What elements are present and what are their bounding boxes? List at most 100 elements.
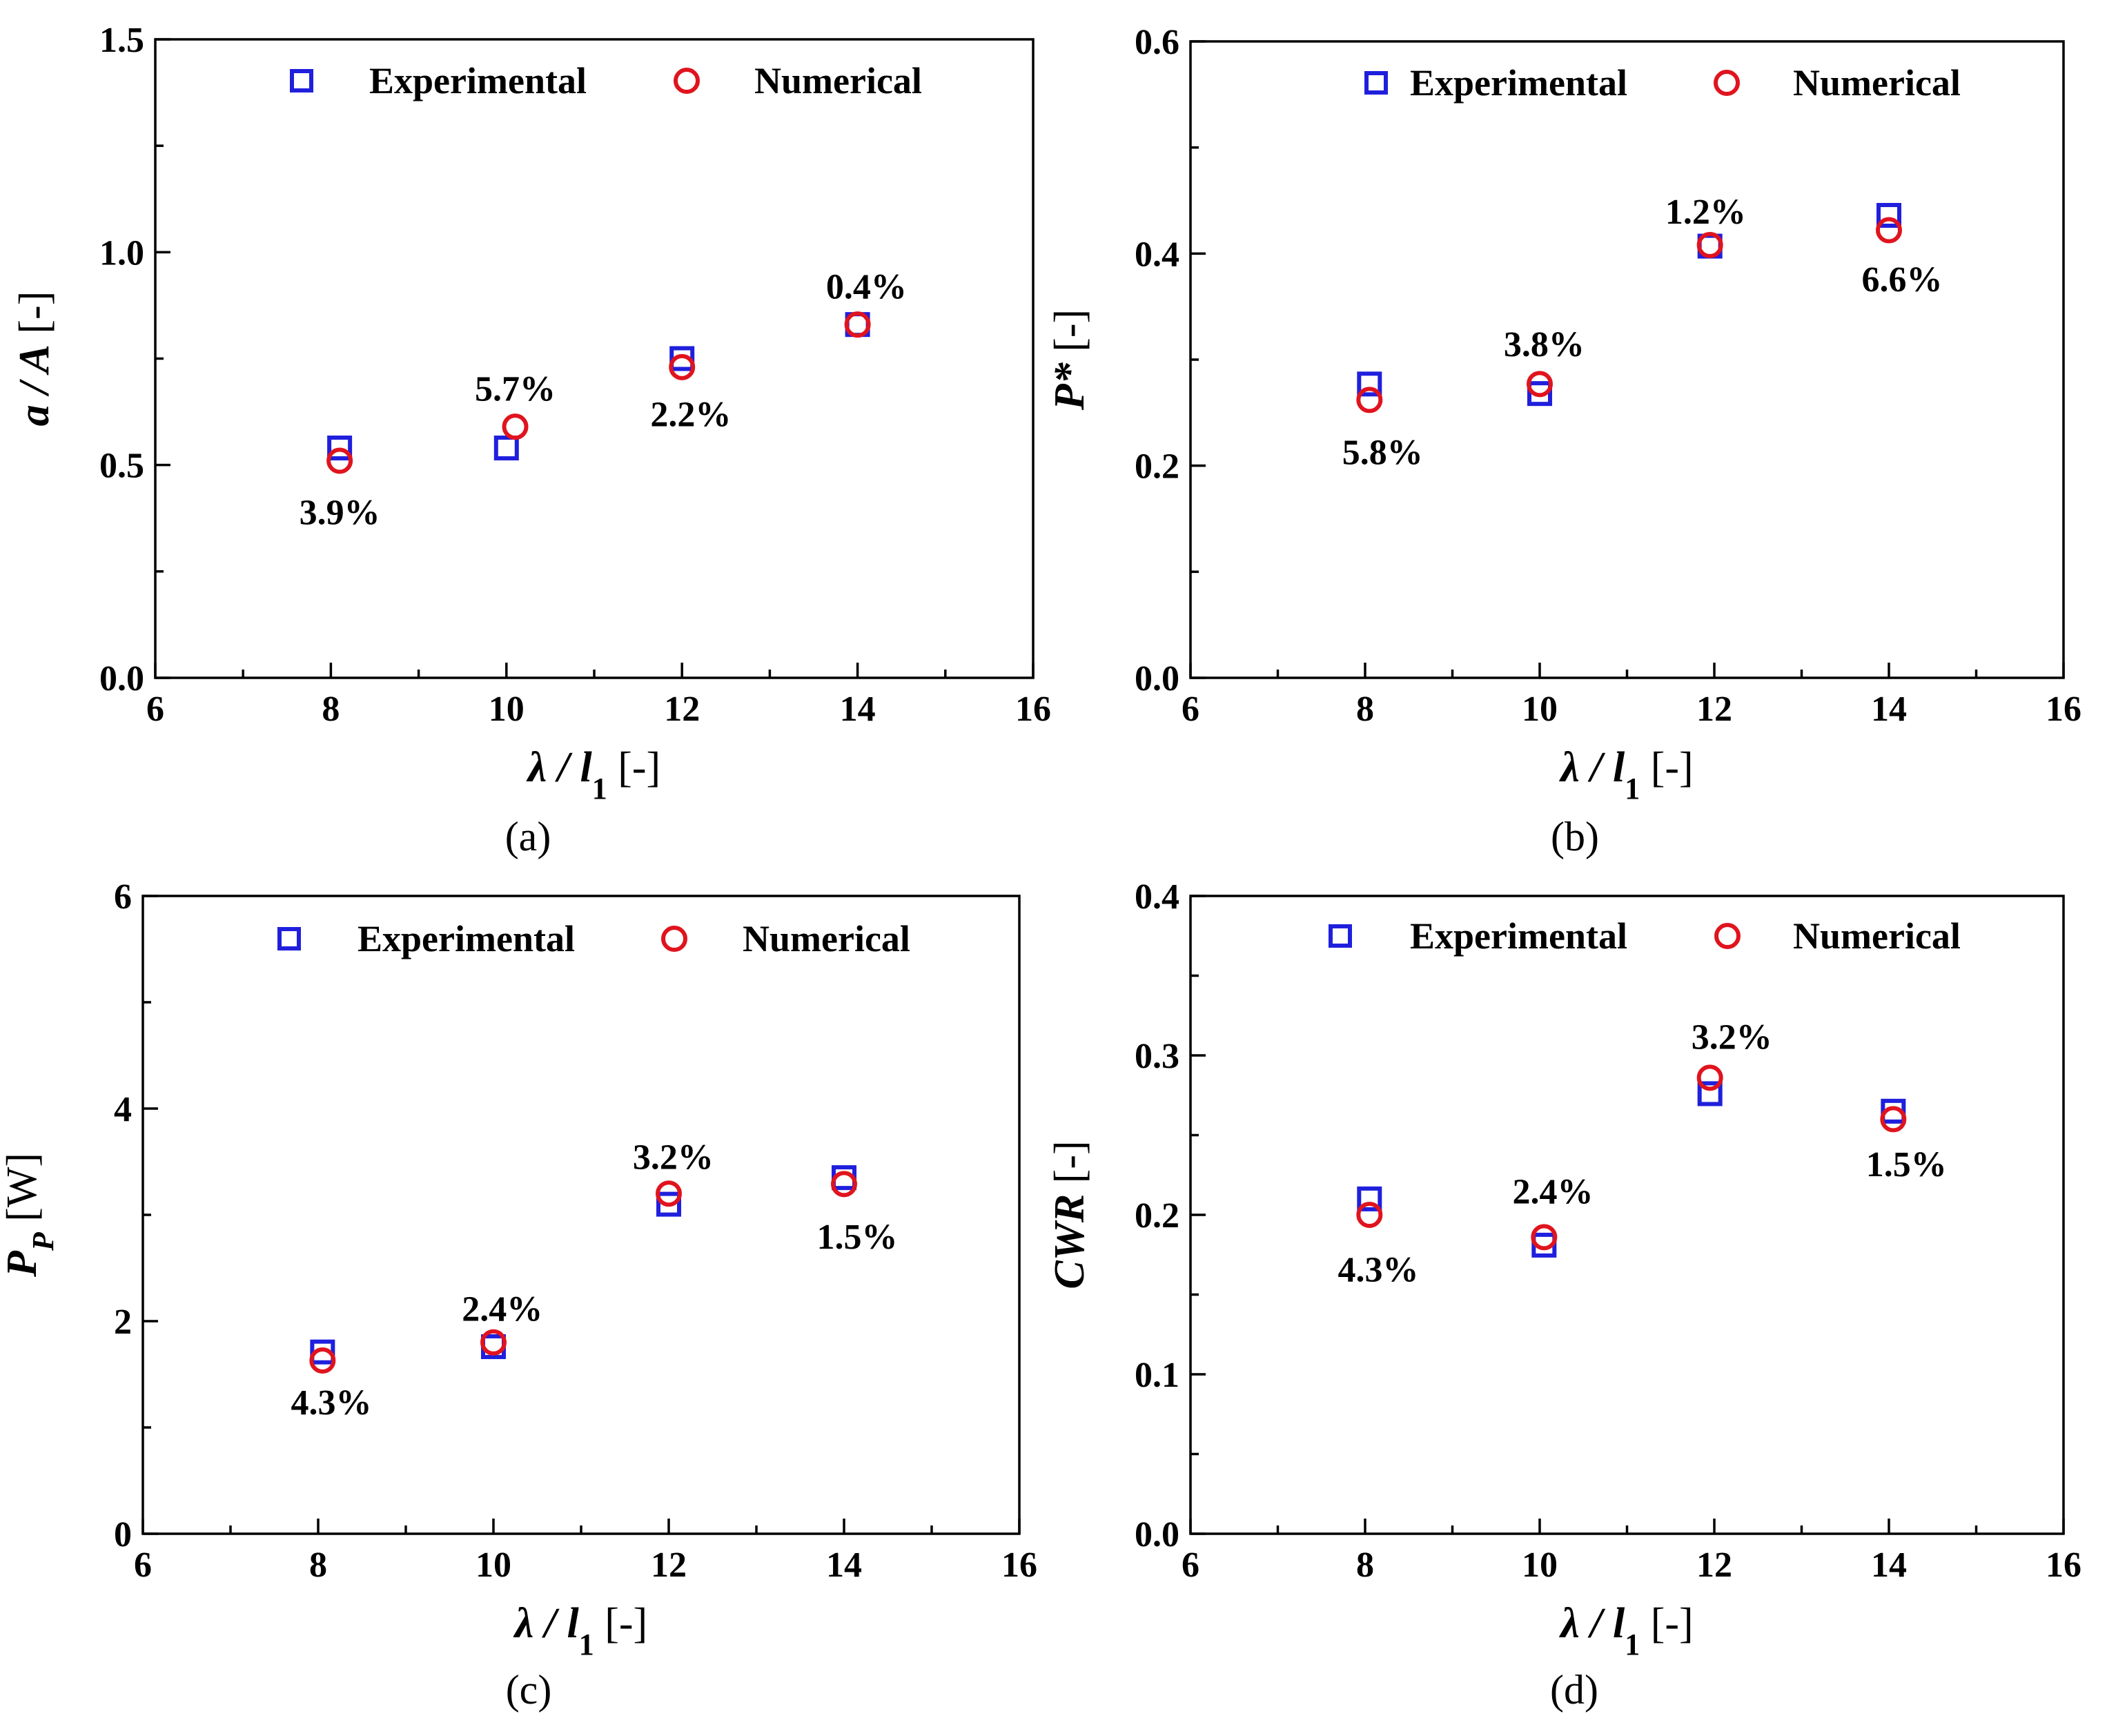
y-axis-label: a / A [-] — [11, 291, 58, 427]
x-tick-label: 8 — [1356, 690, 1374, 729]
error-annotation: 0.4% — [826, 268, 907, 307]
y-tick-label: 0 — [114, 1515, 132, 1554]
y-tick-label: 0.4 — [1135, 235, 1179, 274]
chart-panel-c: 6 8 10 12 14 16 0 2 4 6 λ / l1 [-] PP [W] Experiment… — [0, 877, 1037, 1713]
experimental-point — [1697, 1081, 1723, 1106]
legend-experimental-marker — [1364, 71, 1388, 95]
x-axis-label: λ / l1 [-] — [1558, 744, 1693, 806]
chart-panel-a: 6 8 10 12 14 160.00.51.01.5λ / l1 [-]a / A [-… — [11, 21, 1051, 859]
error-annotation: 1.2% — [1665, 193, 1746, 232]
x-axis-label-subscript: 1 — [579, 1628, 594, 1661]
chart-panel-d: 6 8 10 12 14 160.00.10.20.30.4λ / l1 [-]CWR [… — [1046, 877, 2081, 1713]
y-axis-label: CWR [-] — [1046, 1140, 1093, 1289]
x-axis-label-unit: [-] — [1640, 1600, 1693, 1647]
experimental-point — [310, 1339, 335, 1365]
plot-frame — [154, 38, 1035, 679]
numerical-point — [326, 447, 353, 474]
experimental-point — [1357, 371, 1382, 397]
error-annotation: 4.3% — [291, 1383, 372, 1423]
numerical-point — [656, 1180, 682, 1207]
x-tick-label: 8 — [322, 690, 340, 729]
numerical-point — [1696, 1064, 1723, 1091]
error-annotation: 4.3% — [1337, 1251, 1418, 1290]
panel-caption: (a) — [505, 814, 551, 859]
x-tick-label: 12 — [1696, 1545, 1732, 1585]
y-axis-label-unit: [-] — [11, 291, 58, 344]
numerical-point — [844, 311, 871, 338]
experimental-point — [1876, 203, 1901, 228]
x-tick-label: 6 — [1182, 1545, 1199, 1585]
x-tick-label: 10 — [476, 1545, 511, 1585]
numerical-point — [669, 353, 696, 380]
y-axis-label-main: a / A — [11, 344, 58, 426]
numerical-point — [1531, 1224, 1558, 1251]
x-tick-label: 12 — [651, 1545, 687, 1585]
y-tick-label: 0.2 — [1135, 447, 1179, 487]
legend-numerical-marker — [1714, 923, 1741, 949]
y-tick-label: 4 — [114, 1090, 132, 1129]
legend: Experimental Numerical — [1329, 915, 1961, 957]
chart-panel-b: 6 8 10 12 14 160.00.20.40.6λ / l1 [-]P* [-]Ex… — [1046, 23, 2081, 859]
y-tick-label: 0.0 — [1135, 1515, 1179, 1554]
error-annotation: 3.8% — [1504, 325, 1585, 364]
x-axis-label-unit: [-] — [607, 744, 660, 791]
x-tick-label: 14 — [1871, 690, 1907, 729]
numerical-point — [831, 1171, 857, 1198]
x-axis-label-main: λ / l — [526, 744, 593, 791]
x-axis-label-unit: [-] — [594, 1600, 647, 1647]
panel-caption: (c) — [506, 1667, 552, 1713]
error-annotation: 5.7% — [475, 370, 556, 409]
plot-frame — [141, 895, 1021, 1535]
y-axis-label-main: CWR — [1046, 1194, 1093, 1289]
x-tick-label: 12 — [664, 690, 700, 729]
experimental-point — [1527, 381, 1552, 407]
error-annotation: 1.5% — [817, 1218, 898, 1257]
error-annotation: 2.2% — [650, 396, 731, 435]
y-tick-label: 1.0 — [99, 233, 144, 273]
numerical-point — [502, 413, 529, 440]
x-axis-label-subscript: 1 — [592, 772, 607, 806]
x-tick-label: 16 — [1001, 1545, 1037, 1585]
y-tick-label: 2 — [114, 1303, 132, 1342]
y-axis-label: PP [W] — [0, 1153, 60, 1278]
legend-experimental-label: Experimental — [369, 60, 587, 101]
numerical-point — [1356, 1202, 1383, 1228]
numerical-point — [1356, 387, 1383, 413]
y-axis-label-subscript: P — [26, 1231, 60, 1251]
x-tick-label: 6 — [1182, 690, 1199, 729]
legend-numerical-label: Numerical — [1793, 915, 1961, 957]
legend-numerical-label: Numerical — [743, 918, 910, 959]
experimental-point — [327, 436, 353, 460]
legend: Experimental Numerical — [290, 60, 922, 101]
y-tick-label: 1.5 — [99, 21, 144, 60]
x-axis-label-main: λ / l — [513, 1600, 580, 1647]
numerical-point — [1876, 217, 1902, 244]
plot-frame — [1189, 895, 2065, 1535]
numerical-point — [1696, 232, 1723, 259]
legend-experimental-label: Experimental — [1410, 62, 1627, 104]
y-tick-label: 0.0 — [99, 659, 144, 699]
x-tick-label: 16 — [2046, 690, 2081, 729]
experimental-point — [669, 346, 695, 371]
numerical-point — [309, 1347, 336, 1374]
x-tick-label: 6 — [134, 1545, 152, 1585]
error-annotation: 6.6% — [1861, 260, 1942, 300]
x-axis-label: λ / l1 [-] — [513, 1600, 647, 1661]
numerical-point — [480, 1329, 507, 1356]
error-annotation: 3.2% — [633, 1138, 714, 1177]
y-axis-label-main: P — [0, 1250, 46, 1278]
numerical-point — [1880, 1106, 1907, 1133]
error-annotation: 2.4% — [462, 1290, 542, 1329]
legend-numerical-marker — [674, 68, 700, 94]
y-axis-label-unit: [-] — [1046, 309, 1093, 362]
y-axis-label-unit: [-] — [1046, 1140, 1093, 1193]
y-tick-label: 0.3 — [1135, 1037, 1179, 1076]
panel-caption: (d) — [1550, 1667, 1598, 1713]
legend-experimental-marker — [1329, 924, 1352, 948]
y-tick-label: 6 — [114, 877, 132, 917]
x-tick-label: 6 — [146, 690, 164, 729]
error-annotation: 5.8% — [1342, 433, 1423, 473]
legend-numerical-marker — [1714, 70, 1740, 96]
y-tick-label: 0.1 — [1135, 1356, 1179, 1395]
x-axis-label-subscript: 1 — [1625, 772, 1640, 806]
